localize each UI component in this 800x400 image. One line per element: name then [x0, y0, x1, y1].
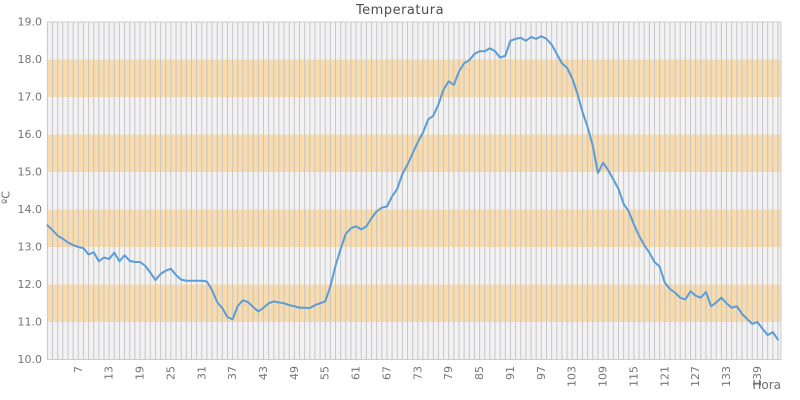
- x-tick-label: 7: [72, 366, 85, 373]
- band-17-18: [47, 59, 781, 97]
- x-tick-label: 139: [751, 366, 764, 387]
- y-tick-label: 19.0: [18, 16, 43, 29]
- y-tick-label: 11.0: [18, 316, 43, 329]
- band-15-16: [47, 134, 781, 172]
- y-tick-label: 14.0: [18, 203, 43, 216]
- x-tick-label: 31: [195, 366, 208, 380]
- x-tick-label: 55: [319, 366, 332, 380]
- x-tick-label: 133: [720, 366, 733, 387]
- highlight-bands: [47, 59, 781, 322]
- x-tick-label: 79: [442, 366, 455, 380]
- x-tick-label: 115: [627, 366, 640, 387]
- y-axis-label: ºC: [0, 191, 13, 204]
- x-axis-label: Hora: [752, 378, 781, 392]
- x-tick-label: 109: [597, 366, 610, 387]
- y-tick-label: 10.0: [18, 353, 43, 366]
- x-tick-label: 127: [689, 366, 702, 387]
- y-tick-label: 17.0: [18, 91, 43, 104]
- x-tick-label: 97: [535, 366, 548, 380]
- temperature-series-line: [46, 35, 779, 341]
- x-tick-label: 13: [103, 366, 116, 380]
- x-tick-label: 43: [257, 366, 270, 380]
- x-tick-label: 61: [350, 366, 363, 380]
- y-tick-labels: 19.0 18.0 17.0 16.0 15.0 14.0 13.0 12.0 11.0 10.0: [18, 16, 43, 367]
- x-tick-label: 73: [411, 366, 424, 380]
- y-tick-label: 15.0: [18, 166, 43, 179]
- x-tick-label: 67: [380, 366, 393, 380]
- chart-title: Temperatura: [355, 3, 445, 18]
- x-tick-labels: 7 13 19 25 31 37 43 49 55 61 67 73 79 85 91 97 103 109 115…: [72, 366, 764, 387]
- band-11-12: [47, 284, 781, 322]
- band-13-14: [47, 209, 781, 247]
- x-tick-label: 121: [658, 366, 671, 387]
- x-tick-label: 19: [134, 366, 147, 380]
- x-tick-label: 85: [473, 366, 486, 380]
- y-tick-label: 16.0: [18, 128, 43, 141]
- y-tick-label: 13.0: [18, 241, 43, 254]
- x-tick-label: 49: [288, 366, 301, 380]
- x-tick-label: 103: [566, 366, 579, 387]
- x-tick-label: 91: [504, 366, 517, 380]
- y-tick-label: 12.0: [18, 278, 43, 291]
- plot-border: [47, 21, 782, 360]
- x-tick-label: 25: [164, 366, 177, 380]
- y-tick-label: 18.0: [18, 53, 43, 66]
- x-tick-label: 37: [226, 366, 239, 380]
